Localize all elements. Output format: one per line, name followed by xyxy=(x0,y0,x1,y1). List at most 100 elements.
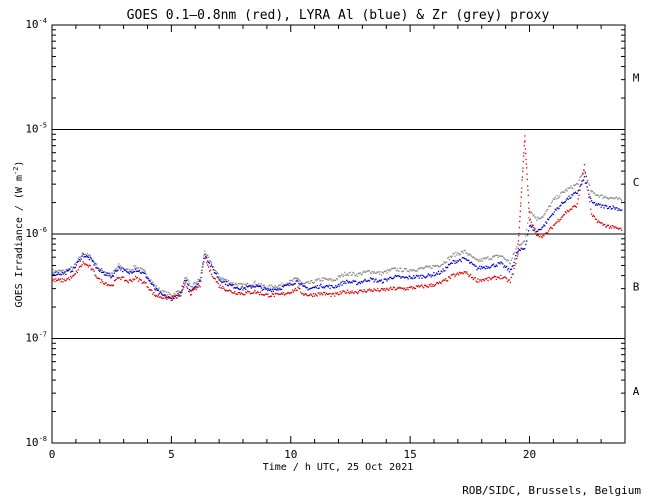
data-point xyxy=(256,284,258,287)
data-point xyxy=(100,267,103,270)
data-point xyxy=(319,294,321,296)
data-point xyxy=(555,209,557,211)
data-point xyxy=(464,271,466,273)
data-point xyxy=(226,284,229,286)
data-point xyxy=(229,283,231,286)
data-point xyxy=(302,294,305,296)
data-point xyxy=(109,275,111,277)
data-point xyxy=(272,290,275,292)
x-tick-label: 5 xyxy=(168,448,175,461)
data-point xyxy=(53,273,55,275)
data-point xyxy=(144,270,146,273)
data-point xyxy=(86,252,89,255)
data-point xyxy=(55,278,57,280)
data-point xyxy=(152,281,154,283)
data-point xyxy=(516,243,519,245)
data-point xyxy=(389,276,391,279)
data-point xyxy=(90,269,92,271)
data-point xyxy=(101,281,104,283)
data-point xyxy=(551,200,554,202)
data-point xyxy=(164,295,166,297)
data-point xyxy=(77,260,79,263)
data-point xyxy=(544,213,546,215)
data-point xyxy=(469,253,472,256)
data-point xyxy=(100,271,103,273)
data-point xyxy=(62,269,64,271)
data-point xyxy=(531,225,533,228)
data-point xyxy=(520,196,522,198)
data-point xyxy=(392,277,395,279)
data-point xyxy=(214,269,217,272)
data-point xyxy=(235,283,238,286)
data-point xyxy=(61,270,63,272)
data-point xyxy=(80,265,82,268)
data-point xyxy=(58,279,61,281)
data-point xyxy=(618,208,620,210)
data-point xyxy=(197,283,199,285)
data-point xyxy=(379,280,382,282)
data-point xyxy=(154,294,156,296)
data-point xyxy=(369,272,372,274)
data-point xyxy=(190,293,193,296)
data-point xyxy=(151,289,153,292)
data-point xyxy=(571,208,573,210)
data-point xyxy=(590,208,592,210)
data-point xyxy=(73,274,76,276)
data-point xyxy=(368,279,370,282)
data-point xyxy=(511,257,513,259)
data-point xyxy=(348,292,351,295)
x-axis-label: Time / h UTC, 25 Oct 2021 xyxy=(263,462,414,473)
data-point xyxy=(180,292,182,294)
data-point xyxy=(481,260,484,262)
data-point xyxy=(272,287,275,289)
data-point xyxy=(285,284,287,287)
data-point xyxy=(169,297,172,299)
data-point xyxy=(384,278,386,280)
data-point xyxy=(95,275,97,277)
data-point xyxy=(601,194,603,196)
data-point xyxy=(540,235,542,238)
data-point xyxy=(620,209,622,211)
data-point xyxy=(315,294,317,296)
data-point xyxy=(523,240,525,242)
data-point xyxy=(328,277,330,280)
data-point xyxy=(89,256,91,258)
data-point xyxy=(337,293,340,296)
data-point xyxy=(108,273,110,275)
data-point xyxy=(387,269,389,271)
data-point xyxy=(426,275,429,277)
data-point xyxy=(324,285,327,288)
data-point xyxy=(166,294,169,296)
data-point xyxy=(455,260,457,262)
data-point xyxy=(302,282,305,285)
data-point xyxy=(294,277,296,279)
data-point xyxy=(61,271,63,274)
data-point xyxy=(595,218,598,221)
data-point xyxy=(154,286,157,289)
data-point xyxy=(394,267,396,269)
data-point xyxy=(302,292,304,295)
data-point xyxy=(261,289,263,291)
data-point xyxy=(134,275,137,278)
data-point xyxy=(491,264,493,267)
data-point xyxy=(243,286,245,288)
data-point xyxy=(244,287,246,289)
data-point xyxy=(486,267,488,269)
data-point xyxy=(450,256,452,258)
data-point xyxy=(575,192,578,195)
data-point xyxy=(200,272,202,274)
data-point xyxy=(400,277,402,279)
data-point xyxy=(406,276,408,279)
data-point xyxy=(63,272,65,274)
data-point xyxy=(257,284,259,286)
data-point xyxy=(132,269,134,271)
data-point xyxy=(433,272,435,274)
data-point xyxy=(587,179,589,182)
data-point xyxy=(420,274,422,276)
data-point xyxy=(75,264,78,266)
data-point xyxy=(176,294,178,297)
data-point xyxy=(318,292,320,294)
data-point xyxy=(606,197,608,199)
data-point xyxy=(120,269,122,271)
data-point xyxy=(516,251,519,253)
